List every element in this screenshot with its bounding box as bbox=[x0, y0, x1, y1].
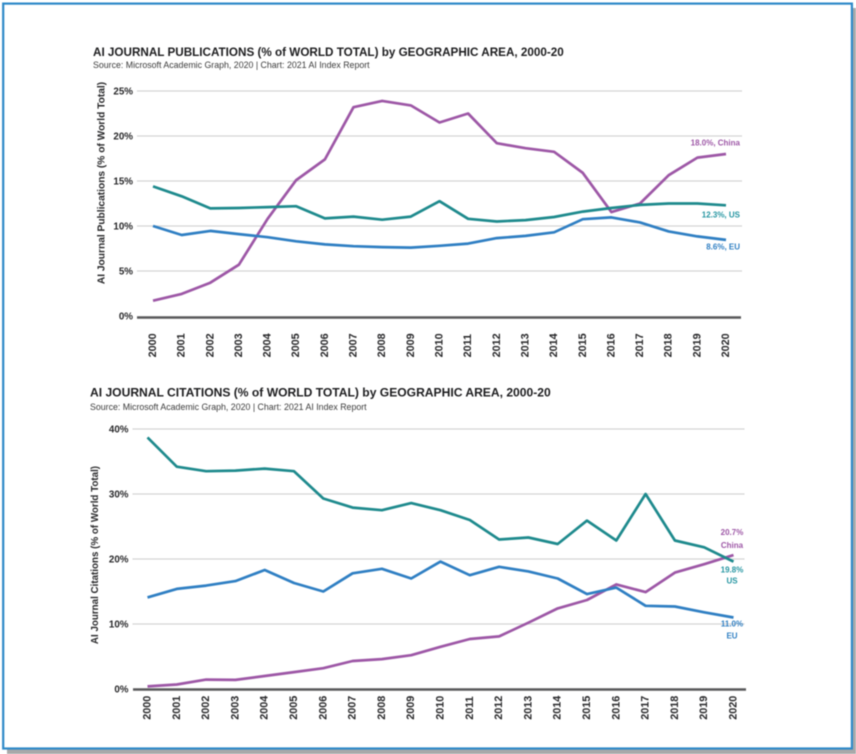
svg-text:AI Journal Publications (% of: AI Journal Publications (% of World Tota… bbox=[97, 82, 108, 284]
svg-text:10%: 10% bbox=[113, 222, 133, 233]
svg-text:US: US bbox=[726, 577, 738, 586]
svg-text:11.0%: 11.0% bbox=[721, 620, 743, 629]
svg-text:40%: 40% bbox=[109, 425, 129, 436]
svg-text:2000: 2000 bbox=[147, 333, 159, 357]
svg-text:2019: 2019 bbox=[691, 333, 703, 357]
svg-text:AI JOURNAL PUBLICATIONS (% of: AI JOURNAL PUBLICATIONS (% of WORLD TOTA… bbox=[93, 46, 564, 59]
svg-text:2005: 2005 bbox=[288, 696, 300, 720]
svg-text:0%: 0% bbox=[114, 685, 128, 696]
svg-text:AI Journal Citations (% of Wor: AI Journal Citations (% of World Total) bbox=[90, 466, 101, 644]
svg-text:2007: 2007 bbox=[347, 696, 359, 720]
svg-text:2015: 2015 bbox=[577, 333, 589, 357]
svg-text:EU: EU bbox=[726, 632, 737, 641]
svg-text:2002: 2002 bbox=[200, 696, 212, 720]
svg-text:18.0%, China: 18.0%, China bbox=[691, 138, 741, 147]
svg-text:Source: Microsoft Academic Gra: Source: Microsoft Academic Graph, 2020 |… bbox=[90, 402, 367, 412]
svg-text:2001: 2001 bbox=[171, 696, 183, 720]
svg-text:8.6%, EU: 8.6%, EU bbox=[706, 242, 740, 251]
svg-text:2006: 2006 bbox=[319, 333, 331, 357]
svg-text:19.8%: 19.8% bbox=[721, 566, 744, 575]
svg-text:5%: 5% bbox=[119, 267, 133, 278]
svg-text:20.7%: 20.7% bbox=[721, 528, 744, 537]
svg-text:2013: 2013 bbox=[522, 696, 534, 720]
svg-text:20%: 20% bbox=[113, 132, 133, 143]
svg-text:2003: 2003 bbox=[229, 696, 241, 720]
svg-text:2009: 2009 bbox=[405, 696, 417, 720]
svg-text:20%: 20% bbox=[109, 555, 129, 566]
svg-text:2018: 2018 bbox=[663, 333, 675, 357]
svg-text:2004: 2004 bbox=[262, 333, 274, 357]
svg-text:2017: 2017 bbox=[634, 333, 646, 357]
svg-text:China: China bbox=[721, 541, 744, 550]
svg-text:10%: 10% bbox=[109, 620, 129, 631]
svg-text:Source: Microsoft Academic Gra: Source: Microsoft Academic Graph, 2020 |… bbox=[93, 60, 370, 70]
svg-text:15%: 15% bbox=[113, 177, 133, 188]
svg-text:2016: 2016 bbox=[605, 333, 617, 357]
svg-text:2000: 2000 bbox=[142, 696, 154, 720]
svg-text:2018: 2018 bbox=[669, 696, 681, 720]
svg-text:2010: 2010 bbox=[435, 696, 447, 720]
svg-text:2002: 2002 bbox=[204, 333, 216, 357]
svg-text:2007: 2007 bbox=[348, 333, 360, 357]
svg-text:30%: 30% bbox=[109, 490, 129, 501]
svg-text:2013: 2013 bbox=[520, 333, 532, 357]
svg-text:2011: 2011 bbox=[464, 696, 476, 719]
svg-text:12.3%, US: 12.3%, US bbox=[702, 211, 741, 220]
svg-text:2004: 2004 bbox=[259, 696, 271, 720]
svg-text:2006: 2006 bbox=[317, 696, 329, 720]
svg-text:2020: 2020 bbox=[720, 333, 732, 357]
svg-text:2001: 2001 bbox=[176, 333, 188, 357]
svg-text:2008: 2008 bbox=[376, 333, 388, 357]
svg-text:2005: 2005 bbox=[290, 333, 302, 357]
svg-text:2011: 2011 bbox=[462, 334, 474, 357]
svg-text:2015: 2015 bbox=[581, 696, 593, 720]
svg-text:2012: 2012 bbox=[493, 696, 505, 720]
svg-text:2014: 2014 bbox=[552, 696, 564, 720]
svg-text:2010: 2010 bbox=[434, 333, 446, 357]
svg-text:2003: 2003 bbox=[233, 333, 245, 357]
svg-text:AI JOURNAL CITATIONS (% of WOR: AI JOURNAL CITATIONS (% of WORLD TOTAL) … bbox=[90, 386, 551, 400]
svg-text:2016: 2016 bbox=[610, 696, 622, 720]
svg-text:2012: 2012 bbox=[491, 333, 503, 357]
svg-text:2008: 2008 bbox=[376, 696, 388, 720]
svg-text:2009: 2009 bbox=[405, 333, 417, 357]
svg-text:2014: 2014 bbox=[548, 333, 560, 357]
svg-text:2019: 2019 bbox=[698, 696, 710, 720]
svg-text:2020: 2020 bbox=[728, 696, 740, 720]
svg-text:0%: 0% bbox=[119, 312, 133, 323]
svg-text:2017: 2017 bbox=[640, 696, 652, 720]
svg-text:25%: 25% bbox=[113, 87, 133, 98]
